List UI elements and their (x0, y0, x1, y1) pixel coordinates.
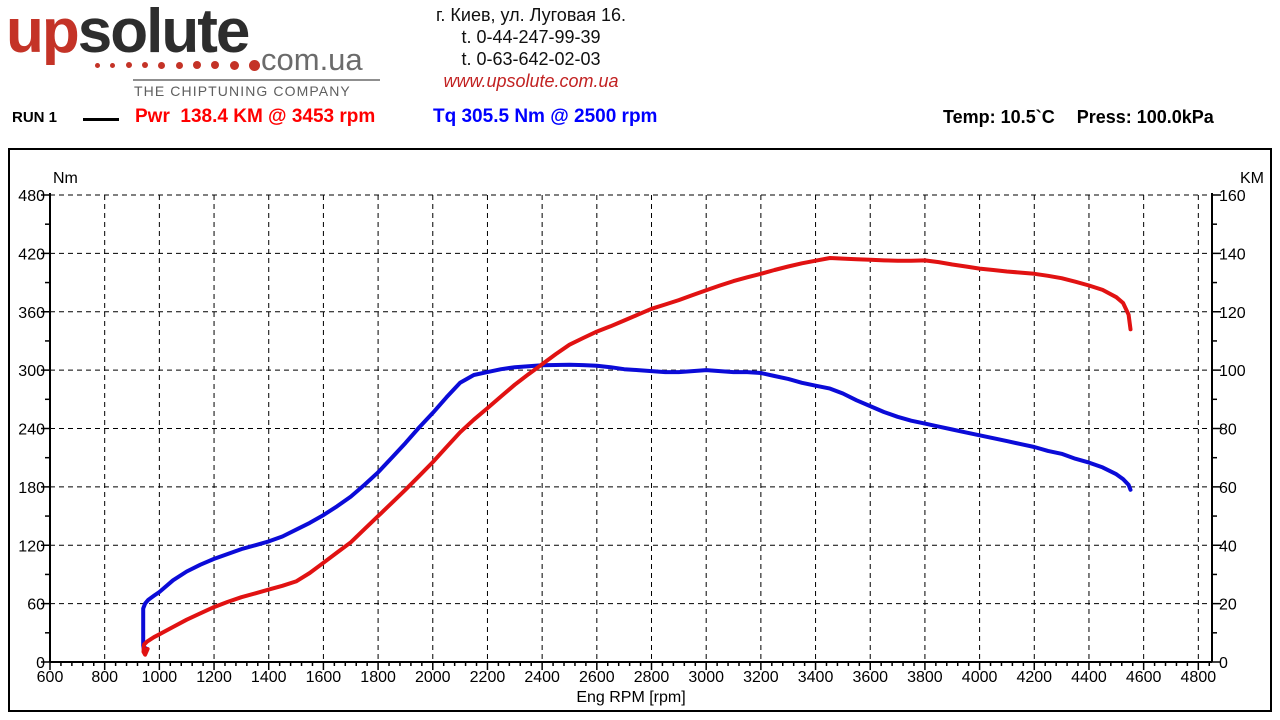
pressure-value: Press: 100.0kPa (1076, 107, 1214, 127)
svg-text:480: 480 (18, 188, 45, 205)
svg-text:300: 300 (18, 363, 45, 380)
run-label: RUN 1 (12, 109, 58, 126)
contact-phone-1: t. 0-44-247-99-39 (461, 27, 601, 47)
svg-text:3200: 3200 (743, 669, 779, 686)
svg-text:140: 140 (1219, 246, 1246, 263)
svg-text:Nm: Nm (53, 170, 78, 187)
chart-frame: 0 60 120 180 240 300 360 420 480 Nm 0 20 40 60 80 100 12… (8, 148, 1272, 712)
svg-text:3000: 3000 (688, 669, 724, 686)
svg-text:1600: 1600 (306, 669, 342, 686)
svg-text:4400: 4400 (1071, 669, 1107, 686)
svg-text:800: 800 (91, 669, 118, 686)
svg-text:40: 40 (1219, 538, 1237, 555)
svg-text:80: 80 (1219, 422, 1237, 439)
contact-phone-2: t. 0-63-642-02-03 (461, 49, 601, 69)
svg-text:2000: 2000 (415, 669, 451, 686)
environment-readings: Temp: 10.5`C Press: 100.0kPa (943, 107, 1214, 128)
svg-text:240: 240 (18, 422, 45, 439)
svg-text:120: 120 (1219, 305, 1246, 322)
run-line-sample (83, 118, 119, 121)
svg-text:20: 20 (1219, 597, 1237, 614)
svg-text:4000: 4000 (962, 669, 998, 686)
torque-result: Tq 305.5 Nm @ 2500 rpm (433, 106, 658, 127)
svg-text:4800: 4800 (1181, 669, 1217, 686)
svg-text:Eng RPM [rpm]: Eng RPM [rpm] (576, 689, 685, 706)
svg-text:600: 600 (37, 669, 64, 686)
svg-text:1800: 1800 (360, 669, 396, 686)
logo-wordmark: upsolute (6, 0, 251, 67)
svg-text:3400: 3400 (798, 669, 834, 686)
svg-text:360: 360 (18, 305, 45, 322)
svg-text:3800: 3800 (907, 669, 943, 686)
svg-text:0: 0 (36, 655, 45, 672)
svg-text:2800: 2800 (634, 669, 670, 686)
svg-text:1400: 1400 (251, 669, 287, 686)
temperature-value: Temp: 10.5`C (943, 107, 1055, 127)
svg-text:160: 160 (1219, 188, 1246, 205)
svg-text:2200: 2200 (470, 669, 506, 686)
logo-divider-line (133, 79, 380, 81)
svg-text:3600: 3600 (852, 669, 888, 686)
svg-text:4200: 4200 (1016, 669, 1052, 686)
logo-dots-decoration (95, 58, 260, 72)
logo-tagline: THE CHIPTUNING COMPANY (134, 83, 351, 99)
svg-text:4600: 4600 (1126, 669, 1162, 686)
svg-text:420: 420 (18, 246, 45, 263)
dyno-chart: 0 60 120 180 240 300 360 420 480 Nm 0 20 40 60 80 100 12… (18, 170, 1264, 706)
results-row: RUN 1 Pwr 138.4 KM @ 3453 rpm Tq 305.5 N… (0, 106, 1280, 132)
logo-up-text: up (6, 0, 80, 66)
logo-solute-text: solute (77, 0, 251, 66)
logo-domain-text: com.ua (261, 42, 363, 77)
svg-text:0: 0 (1219, 655, 1228, 672)
svg-text:1200: 1200 (196, 669, 232, 686)
svg-text:60: 60 (1219, 480, 1237, 497)
power-result: Pwr 138.4 KM @ 3453 rpm (135, 106, 376, 127)
contact-block: г. Киев, ул. Луговая 16. t. 0-44-247-99-… (398, 4, 664, 92)
svg-text:KM: KM (1240, 170, 1264, 187)
svg-text:2400: 2400 (524, 669, 560, 686)
svg-text:100: 100 (1219, 363, 1246, 380)
svg-text:2600: 2600 (579, 669, 615, 686)
svg-text:180: 180 (18, 480, 45, 497)
contact-address: г. Киев, ул. Луговая 16. (436, 5, 626, 25)
svg-text:1000: 1000 (142, 669, 178, 686)
svg-text:60: 60 (27, 597, 45, 614)
website-link[interactable]: www.upsolute.com.ua (443, 71, 619, 91)
svg-text:120: 120 (18, 538, 45, 555)
